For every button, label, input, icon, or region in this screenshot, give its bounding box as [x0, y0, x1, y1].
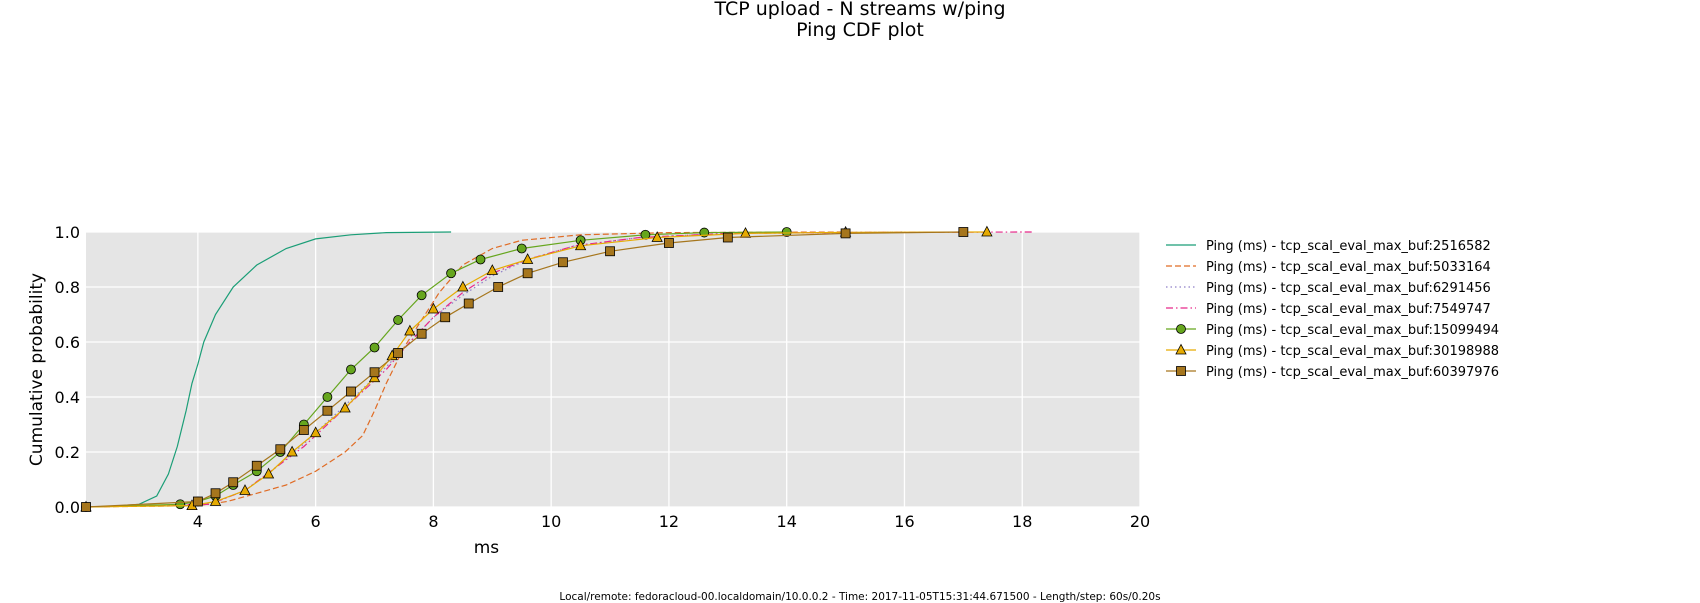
footer-info: Local/remote: fedoracloud-00.localdomain…	[559, 591, 1161, 603]
y-tick-label: 0.6	[55, 333, 80, 352]
data-point-circle	[1176, 324, 1186, 334]
data-point-square	[298, 425, 309, 435]
data-point-triangle	[486, 264, 498, 275]
legend-label: Ping (ms) - tcp_scal_eval_max_buf:150994…	[1206, 323, 1499, 338]
data-point-triangle	[651, 231, 663, 242]
legend-label: Ping (ms) - tcp_scal_eval_max_buf:754974…	[1206, 302, 1491, 317]
y-tick-label: 0.0	[55, 498, 80, 517]
x-tick-label: 4	[193, 512, 203, 531]
data-point-circle	[175, 499, 186, 510]
legend-label: Ping (ms) - tcp_scal_eval_max_buf:629145…	[1206, 281, 1491, 296]
y-tick-label: 0.4	[55, 388, 80, 407]
data-point-square	[840, 228, 851, 239]
legend: Ping (ms) - tcp_scal_eval_max_buf:251658…	[1166, 239, 1499, 380]
data-point-square	[1176, 366, 1186, 376]
series-line	[85, 231, 964, 508]
x-tick-label: 20	[1130, 512, 1150, 531]
data-point-square	[522, 268, 533, 279]
x-tick-label: 6	[311, 512, 321, 531]
data-point-triangle	[427, 302, 440, 314]
series-1	[85, 231, 452, 508]
y-axis-label: Cumulative probability	[27, 273, 47, 466]
data-point-triangle	[521, 253, 534, 264]
plot-area	[86, 232, 1140, 507]
data-point-square	[369, 367, 380, 378]
legend-label: Ping (ms) - tcp_scal_eval_max_buf:503316…	[1206, 260, 1491, 275]
x-tick-label: 14	[777, 512, 797, 531]
legend-item: Ping (ms) - tcp_scal_eval_max_buf:503316…	[1166, 260, 1491, 275]
chart-subtitle: Ping CDF plot	[796, 19, 924, 41]
data-point-circle	[475, 254, 486, 265]
x-tick-label: 16	[894, 512, 914, 531]
series-line	[85, 231, 987, 508]
data-point-triangle	[286, 445, 298, 457]
data-point-square	[228, 477, 239, 488]
data-point-square	[440, 312, 451, 323]
y-tick-label: 1.0	[55, 223, 80, 242]
chart-title: TCP upload - N streams w/ping	[714, 0, 1006, 20]
y-tick-label: 0.8	[55, 278, 80, 297]
data-point-square	[251, 460, 262, 471]
data-point-triangle	[209, 495, 222, 506]
data-point-square	[605, 246, 615, 257]
data-point-square	[322, 405, 333, 416]
axes: 4 6 8 10 12 14 16 18 20 0.0 0.2 0.4 0.6 0.8 1.0	[55, 223, 1151, 531]
series-group	[80, 225, 1035, 512]
x-tick-label: 10	[541, 512, 561, 531]
data-point-triangle	[404, 324, 416, 336]
data-point-square	[275, 444, 286, 455]
data-point-circle	[781, 227, 792, 237]
data-point-circle	[393, 315, 403, 325]
data-point-circle	[516, 243, 527, 254]
data-point-square	[722, 232, 733, 243]
data-point-square	[346, 386, 356, 397]
data-point-triangle	[981, 225, 993, 237]
data-point-square	[81, 502, 91, 512]
data-point-triangle	[262, 467, 275, 479]
data-point-square	[210, 488, 221, 499]
data-point-triangle	[574, 239, 587, 251]
data-point-circle	[322, 392, 333, 402]
legend-item: Ping (ms) - tcp_scal_eval_max_buf:603979…	[1166, 365, 1499, 380]
y-tick-label: 0.2	[55, 443, 80, 462]
legend-label: Ping (ms) - tcp_scal_eval_max_buf:251658…	[1206, 239, 1491, 254]
legend-item: Ping (ms) - tcp_scal_eval_max_buf:754974…	[1166, 302, 1491, 317]
legend-label: Ping (ms) - tcp_scal_eval_max_buf:603979…	[1206, 365, 1499, 380]
x-tick-label: 12	[659, 512, 679, 531]
data-point-square	[493, 282, 504, 292]
data-point-triangle	[339, 401, 351, 413]
data-point-square	[958, 227, 969, 237]
data-point-square	[416, 328, 427, 339]
legend-item: Ping (ms) - tcp_scal_eval_max_buf:301989…	[1166, 343, 1499, 359]
data-point-square	[192, 496, 203, 507]
series-line	[85, 231, 846, 508]
series-line	[85, 231, 452, 508]
data-point-triangle	[239, 484, 251, 495]
x-axis-label: ms	[474, 538, 500, 558]
legend-item: Ping (ms) - tcp_scal_eval_max_buf:150994…	[1166, 323, 1499, 338]
x-tick-label: 8	[428, 512, 438, 531]
data-point-triangle	[457, 280, 469, 292]
legend-label: Ping (ms) - tcp_scal_eval_max_buf:301989…	[1206, 344, 1499, 359]
data-point-circle	[369, 342, 380, 353]
x-tick-label: 18	[1012, 512, 1032, 531]
data-point-circle	[416, 290, 427, 301]
data-point-square	[558, 257, 568, 268]
data-point-square	[393, 348, 403, 358]
data-point-square	[463, 298, 474, 309]
legend-item: Ping (ms) - tcp_scal_eval_max_buf:629145…	[1166, 281, 1491, 296]
data-point-circle	[346, 364, 356, 375]
series-7	[81, 227, 969, 512]
data-point-square	[664, 238, 674, 248]
data-point-triangle	[309, 426, 322, 438]
data-point-triangle	[1175, 343, 1187, 355]
data-point-circle	[446, 268, 456, 279]
series-2	[85, 231, 846, 508]
legend-item: Ping (ms) - tcp_scal_eval_max_buf:251658…	[1166, 239, 1491, 254]
